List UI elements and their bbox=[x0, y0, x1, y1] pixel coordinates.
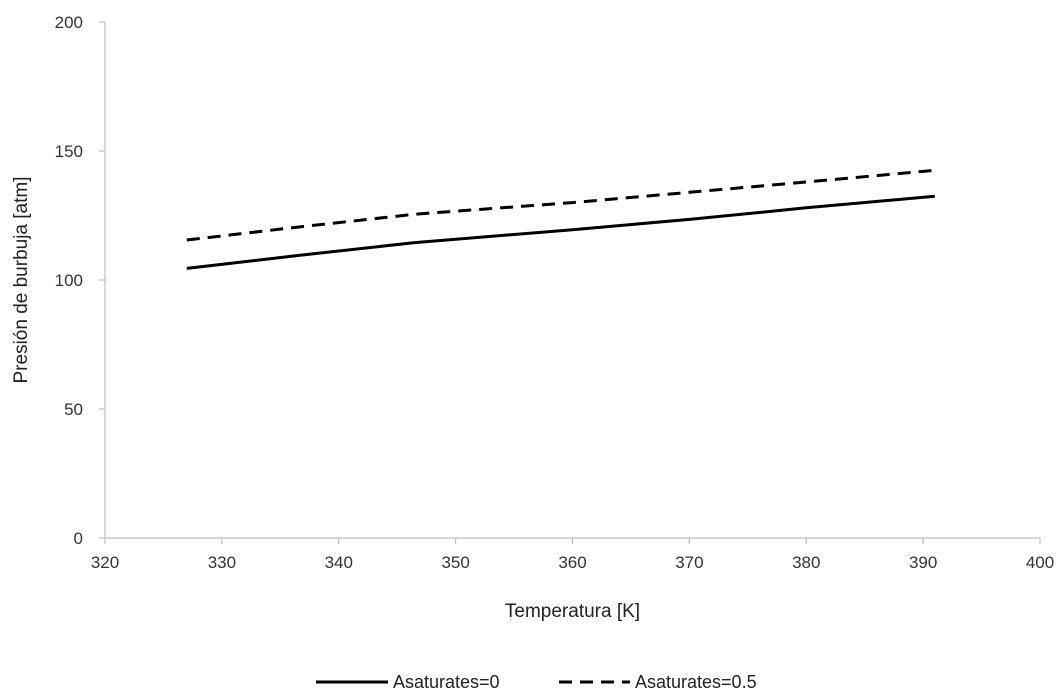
legend-label-0: Asaturates=0 bbox=[393, 672, 500, 692]
y-axis-title: Presión de burbuja [atm] bbox=[11, 176, 32, 383]
x-tick-label: 390 bbox=[909, 553, 937, 572]
legend-label-1: Asaturates=0.5 bbox=[635, 672, 757, 692]
y-tick-label: 0 bbox=[74, 529, 83, 548]
x-tick-label: 400 bbox=[1026, 553, 1054, 572]
x-axis: 320 330 340 350 360 370 380 390 400 bbox=[91, 537, 1054, 572]
y-tick-label: 150 bbox=[55, 142, 83, 161]
x-tick-label: 360 bbox=[558, 553, 586, 572]
y-axis: 0 50 100 150 200 bbox=[55, 13, 106, 548]
y-tick-label: 200 bbox=[55, 13, 83, 32]
y-tick-label: 50 bbox=[64, 400, 83, 419]
x-tick-label: 340 bbox=[325, 553, 353, 572]
legend: Asaturates=0 Asaturates=0.5 bbox=[316, 672, 757, 692]
series-layer bbox=[186, 168, 935, 270]
series-line-1 bbox=[186, 168, 935, 242]
x-tick-label: 350 bbox=[441, 553, 469, 572]
series-line-0 bbox=[186, 194, 935, 270]
x-tick-label: 370 bbox=[675, 553, 703, 572]
y-tick-label: 100 bbox=[55, 271, 83, 290]
x-tick-label: 320 bbox=[91, 553, 119, 572]
x-tick-label: 330 bbox=[208, 553, 236, 572]
x-tick-label: 380 bbox=[792, 553, 820, 572]
x-axis-title: Temperatura [K] bbox=[505, 601, 640, 622]
